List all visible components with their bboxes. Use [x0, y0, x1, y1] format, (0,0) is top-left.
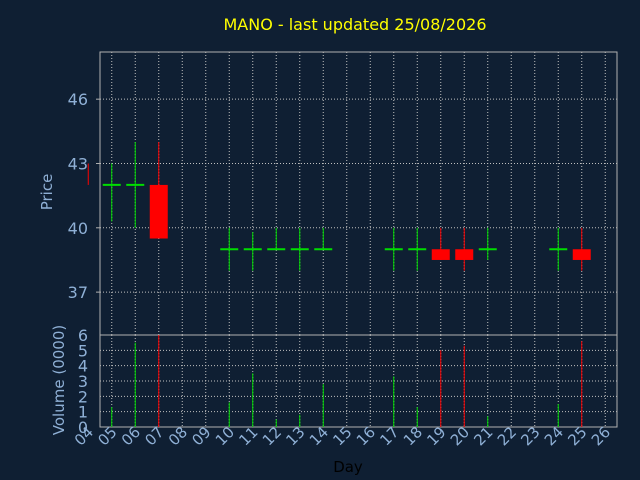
volume-tick-label: 1: [78, 403, 88, 422]
candle-body: [572, 249, 591, 260]
price-axis-label: Price: [38, 174, 56, 211]
volume-tick-label: 2: [78, 387, 88, 406]
volume-tick-label: 6: [78, 326, 88, 345]
price-tick-label: 46: [68, 90, 88, 109]
price-panel: 37 40 43 46: [68, 51, 618, 336]
volume-tick-label: 3: [78, 372, 88, 391]
volume-tick-label: 5: [78, 341, 88, 360]
x-tick-label: 04: [71, 423, 97, 449]
candle-body: [431, 249, 450, 260]
volume-axis-label: Volume (0000): [50, 325, 68, 435]
x-axis-label: Day: [333, 458, 363, 476]
price-tick-label: 40: [68, 219, 88, 238]
volume-frame: [99, 334, 618, 428]
volume-tick-label: 0: [78, 418, 88, 437]
volume-tick-label: 4: [78, 357, 88, 376]
price-tick-label: 43: [68, 154, 88, 173]
chart-title: MANO - last updated 25/08/2026: [223, 15, 486, 34]
price-tick-label: 37: [68, 283, 88, 302]
candle-body: [455, 249, 474, 260]
x-axis: 0405060708091011121314151617181920212223…: [71, 423, 614, 449]
candle-body: [149, 184, 168, 239]
